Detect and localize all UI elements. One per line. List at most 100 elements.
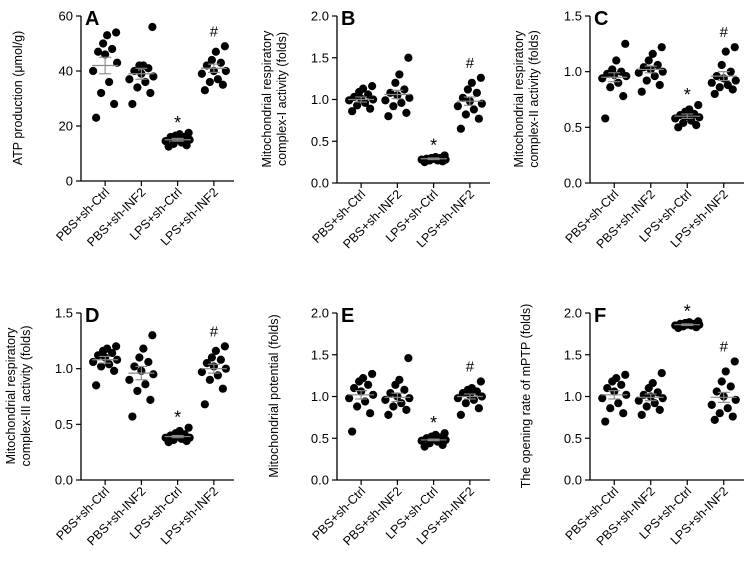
y-tick-label: 60: [59, 9, 73, 24]
significance-hash: #: [466, 358, 475, 375]
y-axis-title: Mitochondrial respiratorycomplex-I activ…: [260, 30, 289, 168]
y-tick-label: 1.0: [564, 64, 582, 79]
data-point: [639, 63, 648, 72]
data-point: [146, 395, 155, 404]
significance-hash: #: [210, 323, 219, 340]
data-point: [384, 112, 393, 121]
significance-hash: #: [720, 338, 729, 355]
data-point: [218, 80, 227, 89]
data-point: [402, 405, 411, 414]
data-point: [648, 379, 657, 388]
data-point: [721, 367, 730, 376]
data-point: [710, 415, 719, 424]
data-point: [391, 78, 400, 87]
data-point: [694, 100, 703, 110]
data-point: [717, 60, 726, 70]
data-point: [655, 405, 664, 414]
data-point: [184, 423, 193, 432]
y-tick-label: 1.5: [564, 347, 582, 362]
data-point: [139, 61, 148, 70]
data-point: [141, 77, 150, 87]
data-point: [389, 402, 398, 411]
data-point: [440, 429, 449, 438]
data-point: [108, 44, 117, 54]
data-point: [469, 105, 478, 114]
data-point: [197, 367, 206, 377]
data-point: [175, 426, 184, 436]
data-point: [634, 396, 643, 405]
data-point: [348, 107, 357, 116]
data-point: [125, 75, 134, 84]
data-point: [97, 362, 106, 371]
data-point: [467, 78, 476, 87]
data-point: [476, 73, 485, 82]
significance-asterisk: *: [684, 85, 691, 105]
data-point: [400, 385, 409, 394]
data-point: [216, 355, 225, 364]
y-tick-label: 1.0: [55, 361, 73, 376]
data-point: [712, 387, 721, 396]
y-axis-title: The opening rate of mPTP (folds): [519, 304, 533, 489]
data-point: [368, 82, 377, 91]
data-point: [220, 42, 229, 51]
data-point: [653, 388, 662, 397]
data-point: [135, 353, 144, 362]
data-point: [730, 43, 739, 52]
data-point: [694, 317, 703, 326]
data-point: [216, 58, 225, 67]
data-point: [472, 88, 481, 97]
data-point: [175, 130, 184, 139]
data-point: [149, 72, 158, 81]
data-point: [619, 409, 628, 418]
data-point: [405, 394, 414, 403]
y-tick-label: 0.0: [564, 473, 582, 488]
data-point: [710, 89, 719, 99]
data-point: [359, 84, 368, 93]
y-tick-label: 2.0: [311, 306, 329, 321]
data-point: [353, 402, 362, 411]
data-point: [364, 380, 373, 389]
chart-panel-d: D 0.0 0.5 1.0 1.5 Mitochondrial respiratoryco…: [4, 305, 234, 548]
data-point: [612, 374, 621, 383]
data-point: [723, 80, 732, 90]
y-tick-label: 0.0: [311, 473, 329, 488]
data-point: [89, 66, 98, 76]
data-point: [205, 375, 214, 384]
data-point: [207, 353, 216, 362]
data-point: [400, 85, 409, 94]
data-point: [730, 357, 739, 366]
data-point: [685, 105, 694, 114]
data-point: [395, 375, 404, 384]
data-point: [368, 369, 377, 379]
data-point: [715, 83, 724, 92]
y-axis-title: ATP production (μmol/g): [11, 31, 25, 166]
data-point: [637, 87, 646, 96]
y-tick-label: 1.5: [311, 50, 329, 65]
y-tick-label: 1.0: [564, 389, 582, 404]
data-point: [648, 49, 657, 58]
data-point: [653, 60, 662, 70]
y-tick-label: 20: [59, 119, 73, 134]
data-point: [103, 344, 112, 353]
y-tick-label: 0.0: [564, 176, 582, 191]
y-tick-label: 1.5: [564, 9, 582, 24]
data-point: [463, 85, 472, 94]
data-point: [456, 410, 465, 419]
data-point: [211, 47, 220, 56]
data-point: [141, 380, 150, 389]
data-point: [386, 389, 395, 398]
data-point: [345, 394, 354, 403]
data-point: [213, 75, 222, 84]
y-tick-label: 0.0: [311, 176, 329, 191]
data-point: [202, 61, 211, 70]
data-point: [721, 47, 730, 56]
data-point: [220, 342, 229, 351]
data-point: [221, 66, 230, 76]
data-point: [105, 360, 114, 369]
chart-panel-c: C 0.0 0.5 1.0 1.5 Mitochondrial respiratoryco…: [512, 8, 744, 251]
data-point: [456, 124, 465, 133]
data-point: [139, 344, 148, 353]
data-point: [112, 342, 121, 351]
data-point: [715, 409, 724, 418]
data-point: [146, 88, 155, 98]
